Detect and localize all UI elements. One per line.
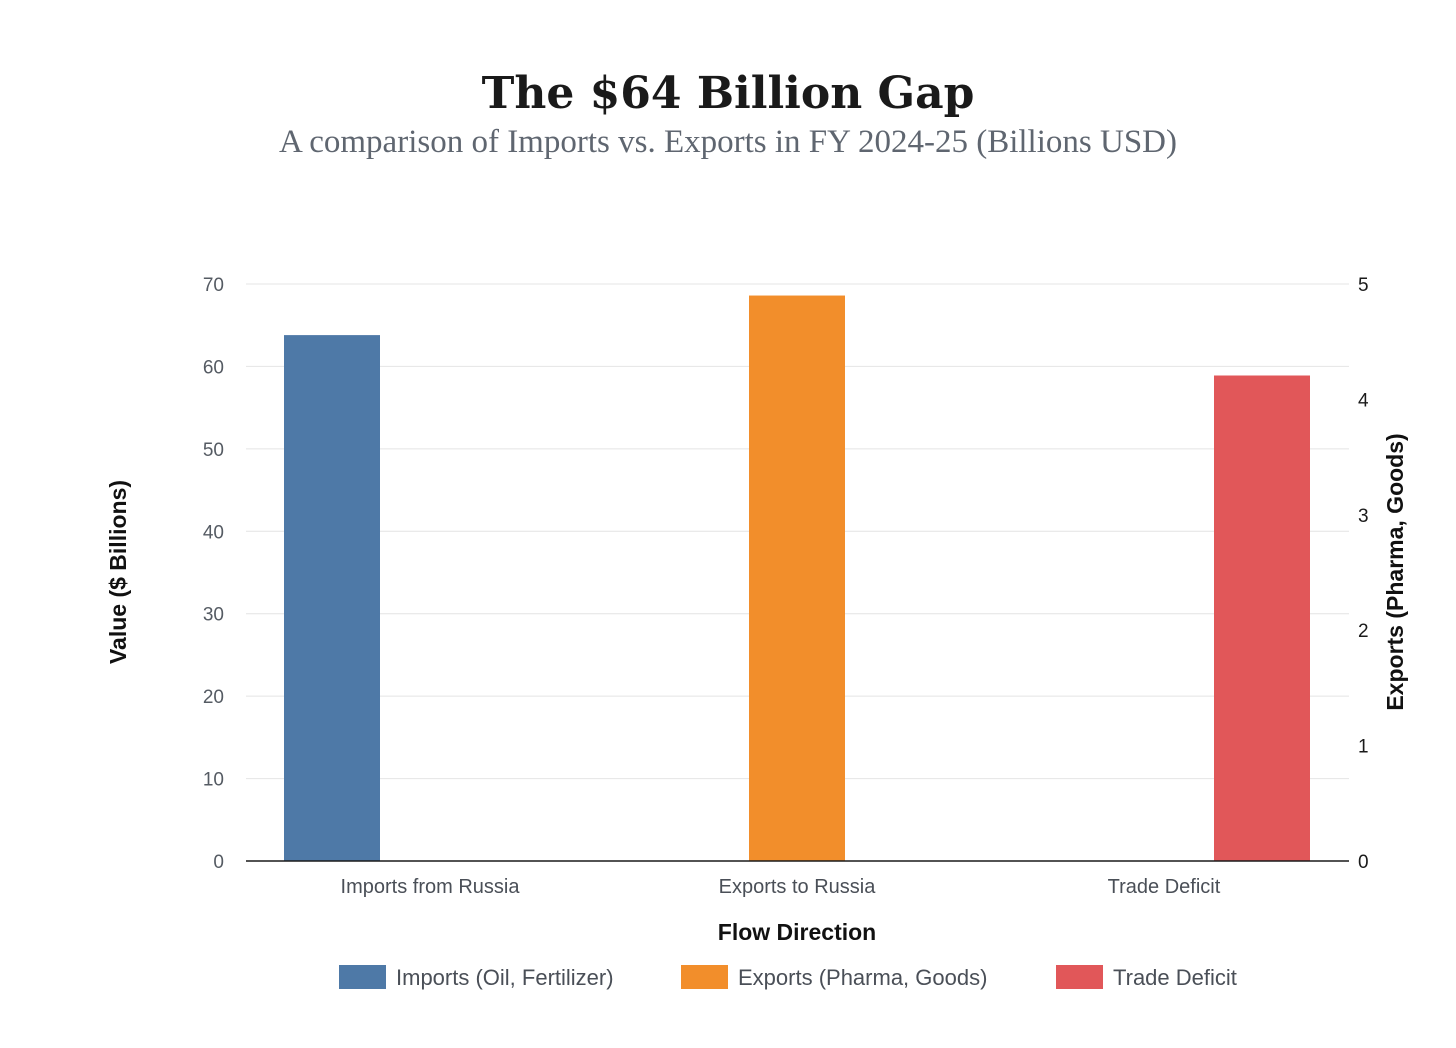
right-axis-ticks: 0 1 2 3 4 5: [1358, 275, 1369, 873]
y-tick-label: 10: [203, 770, 224, 791]
y2-tick-label: 0: [1358, 852, 1369, 873]
legend-swatch: [681, 965, 728, 989]
x-axis-title: Flow Direction: [718, 919, 876, 945]
x-tick-label: Trade Deficit: [1108, 876, 1221, 898]
category-labels: Imports from Russia Exports to Russia Trad…: [341, 876, 1221, 898]
y-axis-title: Value ($ Billions): [105, 480, 131, 664]
y-tick-label: 60: [203, 357, 224, 378]
legend-swatch: [1056, 965, 1103, 989]
bar-3: [1214, 375, 1310, 861]
y2-axis-title: Exports (Pharma, Goods): [1382, 433, 1408, 710]
legend-label: Trade Deficit: [1113, 965, 1237, 990]
left-axis-ticks: 0 10 20 30 40 50 60 70: [203, 275, 224, 873]
legend-label: Exports (Pharma, Goods): [738, 965, 987, 990]
y-tick-label: 0: [213, 852, 224, 873]
y2-tick-label: 5: [1358, 275, 1369, 296]
y-tick-label: 40: [203, 522, 224, 543]
y-tick-label: 30: [203, 605, 224, 626]
legend-swatch: [339, 965, 386, 989]
y2-tick-label: 2: [1358, 621, 1369, 642]
y2-tick-label: 4: [1358, 390, 1369, 411]
x-tick-label: Exports to Russia: [719, 876, 877, 898]
y2-tick-label: 1: [1358, 737, 1369, 758]
legend: Imports (Oil, Fertilizer) Exports (Pharma…: [339, 965, 1237, 990]
bar-1: [284, 335, 380, 861]
chart-subtitle: A comparison of Imports vs. Exports in F…: [279, 124, 1177, 160]
chart-title: The $64 Billion Gap: [482, 68, 975, 119]
y-tick-label: 20: [203, 687, 224, 708]
y2-tick-label: 3: [1358, 506, 1369, 527]
y-tick-label: 70: [203, 275, 224, 296]
bars: [284, 295, 1310, 861]
legend-label: Imports (Oil, Fertilizer): [396, 965, 614, 990]
bar-2: [749, 295, 845, 861]
y-tick-label: 50: [203, 440, 224, 461]
x-tick-label: Imports from Russia: [341, 876, 521, 898]
